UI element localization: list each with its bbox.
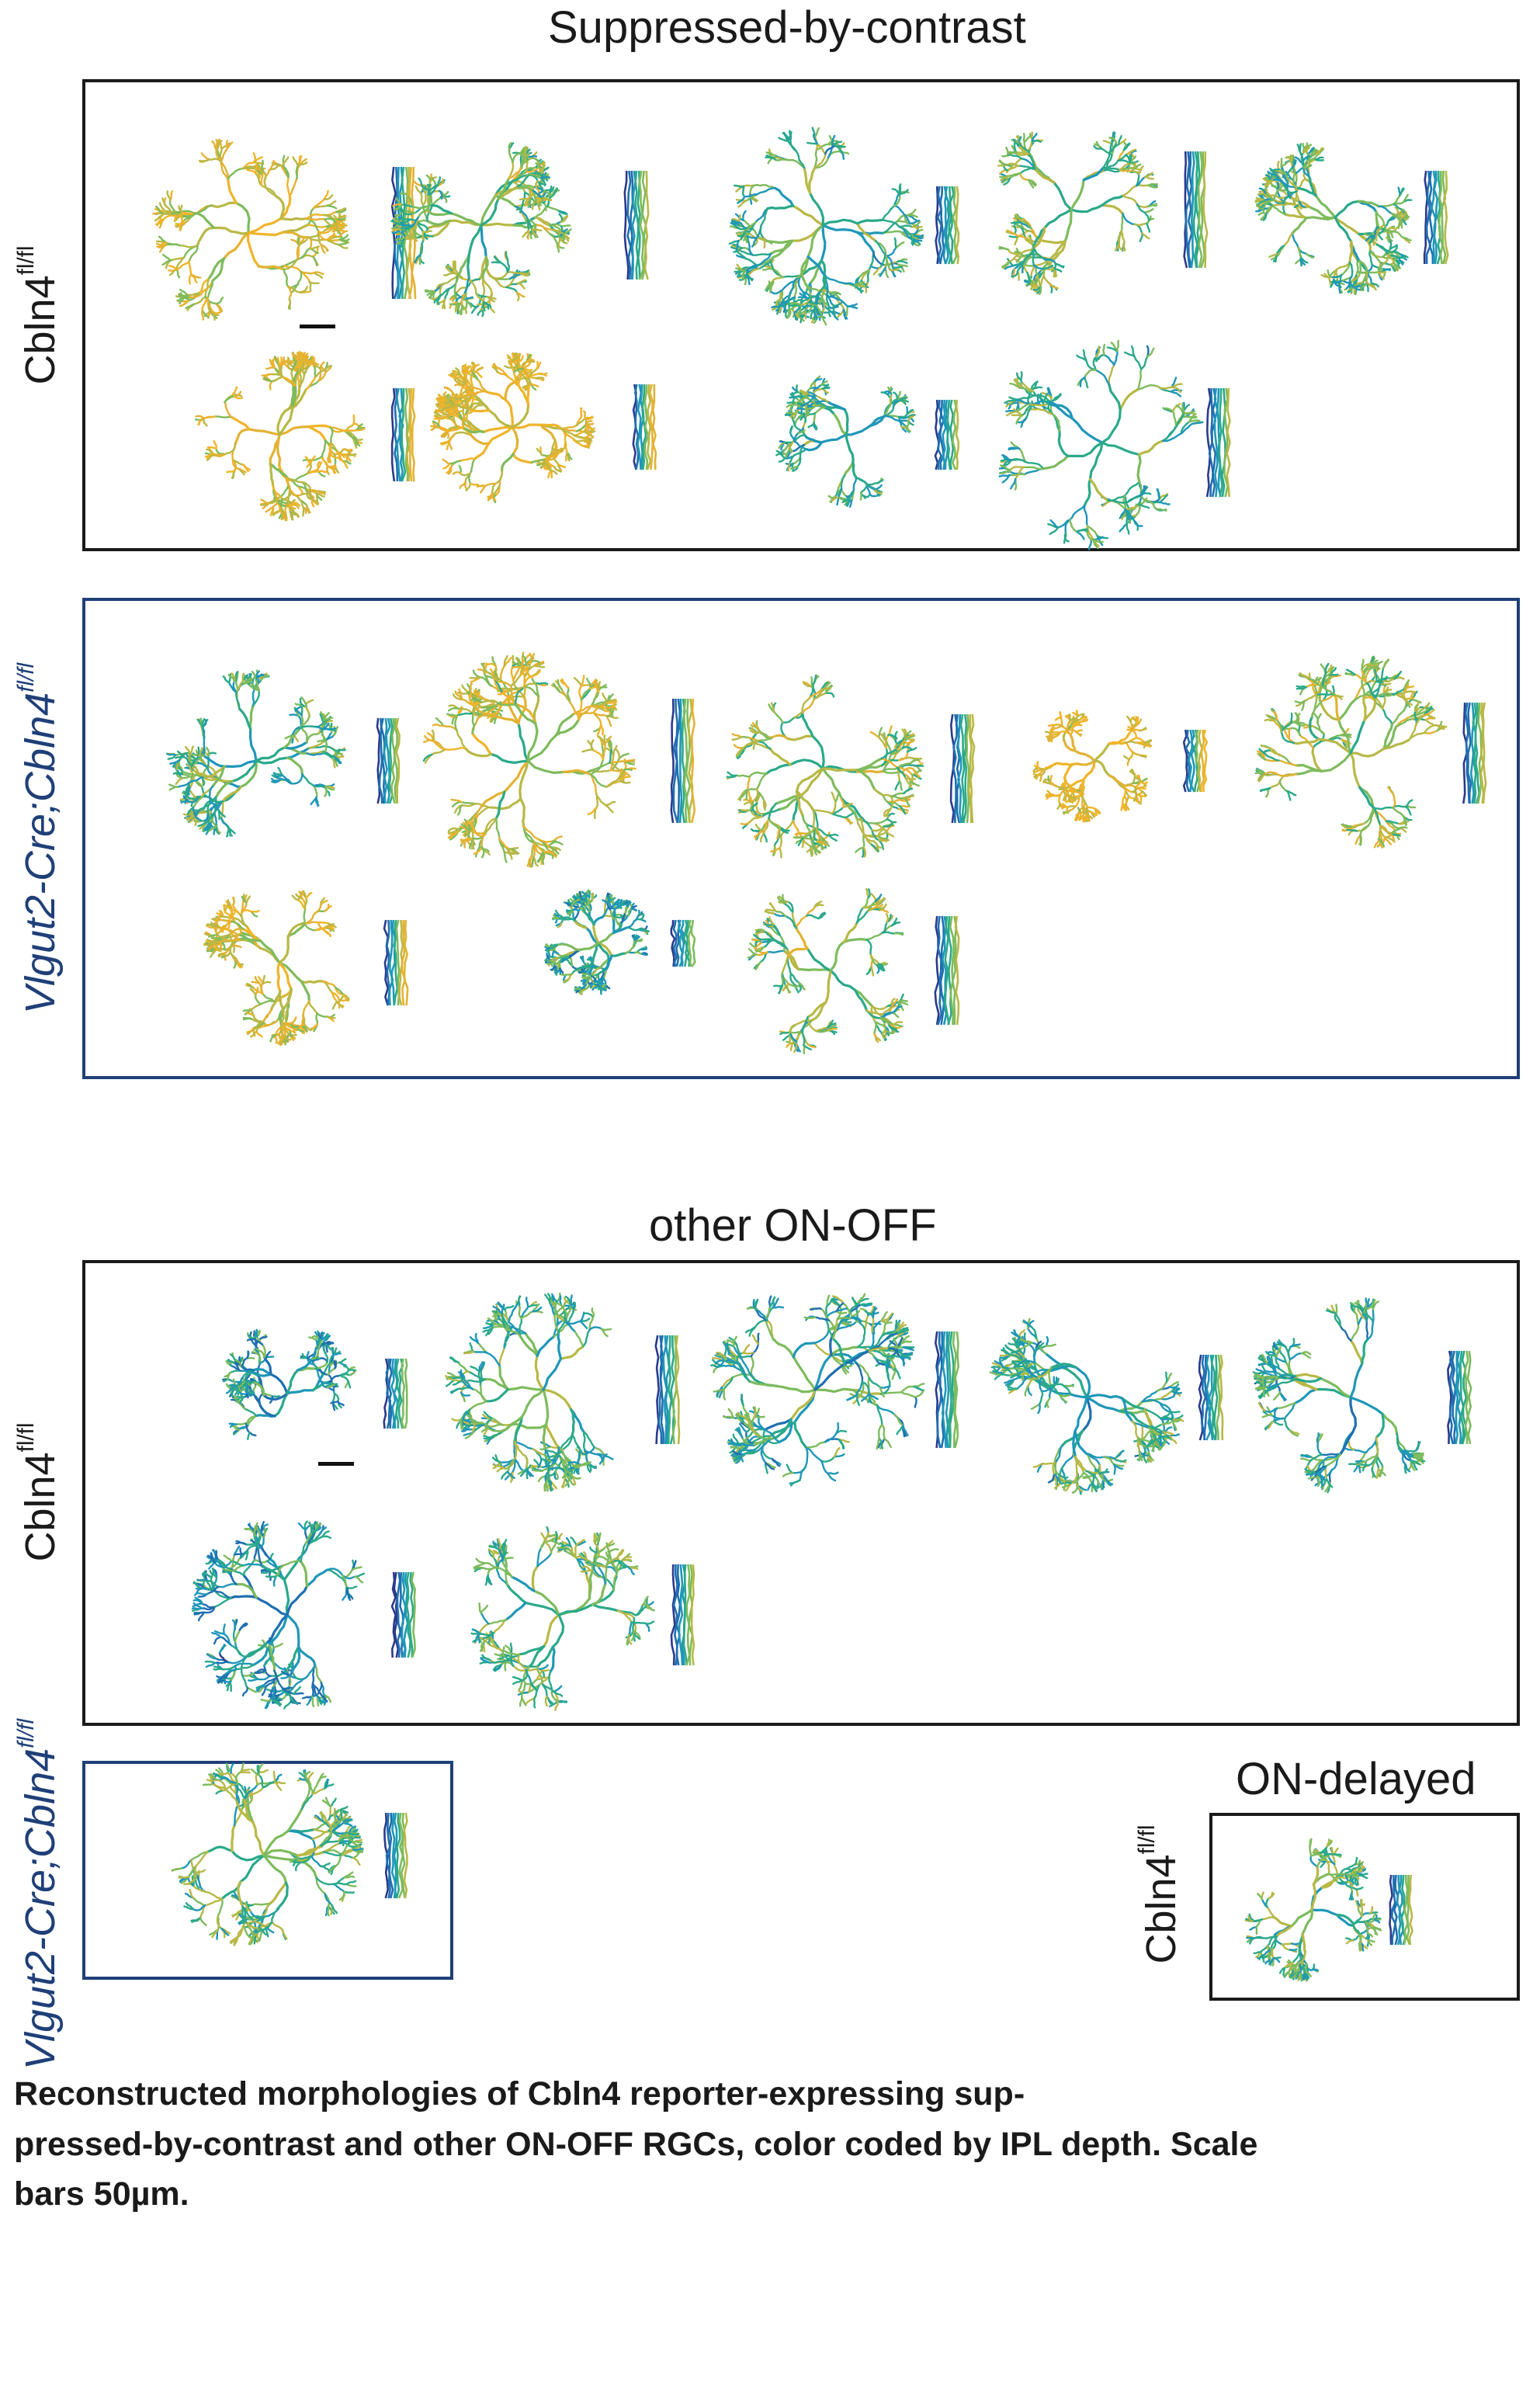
rgc-morphology-20 xyxy=(709,1293,960,1487)
onoff-control-panel xyxy=(82,1260,1520,1726)
rgc-morphology-18 xyxy=(222,1328,408,1440)
caption-line-3: bars 50µm. xyxy=(14,2175,189,2213)
rgc-morphology-11 xyxy=(422,651,696,868)
onoff-knockout-panel xyxy=(82,1761,453,1980)
ondelayed-control-panel xyxy=(1209,1813,1520,2001)
rgc-morphology-23 xyxy=(191,1520,416,1710)
rgc-morphology-2 xyxy=(390,141,650,318)
genotype-superscript: fl/fl xyxy=(13,662,40,693)
genotype-superscript: fl/fl xyxy=(13,1718,40,1748)
genotype-text: Vlgut2-Cre;Cbln4 xyxy=(16,692,64,1015)
rgc-morphology-19 xyxy=(445,1292,681,1492)
rgc-morphology-8 xyxy=(775,375,960,509)
sbc-control-panel xyxy=(82,79,1520,551)
genotype-superscript: fl/fl xyxy=(13,245,40,276)
genotype-text: Vlgut2-Cre;Cbln4 xyxy=(16,1748,64,2071)
rgc-morphology-14 xyxy=(1254,655,1487,849)
ondelayed-title: ON-delayed xyxy=(1236,1754,1476,1804)
rgc-morphology-3 xyxy=(728,127,960,326)
sbc-control-row-label: Cbln4fl/fl xyxy=(13,245,64,384)
rgc-morphology-22 xyxy=(1252,1297,1472,1494)
sbc-knockout-panel xyxy=(82,598,1520,1079)
rgc-morphology-17 xyxy=(747,887,960,1054)
genotype-text: Cbln4 xyxy=(16,275,64,385)
genotype-superscript: fl/fl xyxy=(13,1422,40,1453)
rgc-morphology-6 xyxy=(195,350,416,522)
caption-line-1: Reconstructed morphologies of Cbln4 repo… xyxy=(14,2075,1025,2113)
rgc-morphology-12 xyxy=(726,674,976,859)
rgc-morphology-24 xyxy=(470,1526,695,1711)
rgc-morphology-10 xyxy=(166,669,401,838)
onoff-control-row-label: Cbln4fl/fl xyxy=(13,1422,64,1561)
rgc-morphology-9 xyxy=(998,339,1231,550)
caption-line-2: pressed-by-contrast and other ON-OFF RGC… xyxy=(14,2125,1258,2163)
rgc-morphology-13 xyxy=(1032,710,1209,823)
sbc-title: Suppressed-by-contrast xyxy=(548,2,1026,53)
rgc-morphology-7 xyxy=(430,352,657,504)
rgc-morphology-25 xyxy=(171,1762,408,1946)
onoff-knockout-row-label: Vlgut2-Cre;Cbln4fl/fl xyxy=(13,1719,64,2070)
scale-bar-onoff xyxy=(318,1462,354,1466)
genotype-text: Cbln4 xyxy=(1137,1854,1184,1964)
genotype-superscript: fl/fl xyxy=(1134,1824,1160,1855)
rgc-morphology-15 xyxy=(203,890,409,1047)
scale-bar-sbc xyxy=(300,325,335,328)
rgc-morphology-4 xyxy=(997,131,1209,296)
rgc-morphology-26 xyxy=(1244,1838,1413,1982)
genotype-text: Cbln4 xyxy=(16,1452,64,1562)
sbc-knockout-row-label: Vlgut2-Cre;Cbln4fl/fl xyxy=(13,663,64,1014)
rgc-morphology-21 xyxy=(989,1318,1224,1495)
ondelayed-control-row-label: Cbln4fl/fl xyxy=(1134,1824,1185,1963)
rgc-morphology-16 xyxy=(544,889,696,996)
onoff-title: other ON-OFF xyxy=(649,1200,937,1251)
rgc-morphology-5 xyxy=(1254,142,1449,295)
figure-caption: Reconstructed morphologies of Cbln4 repo… xyxy=(14,2069,1489,2220)
